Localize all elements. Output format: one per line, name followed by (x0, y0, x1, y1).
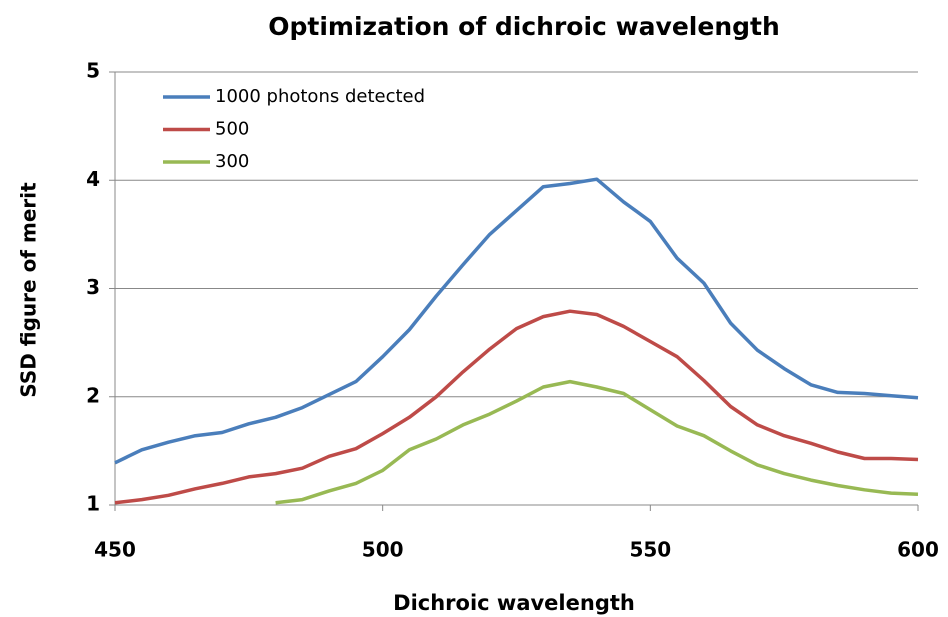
y-tick-label: 3 (86, 275, 100, 299)
chart-title: Optimization of dichroic wavelength (268, 12, 780, 41)
x-tick-label: 500 (362, 538, 404, 562)
y-axis-label: SSD figure of merit (17, 182, 41, 398)
x-axis-label: Dichroic wavelength (393, 591, 635, 615)
x-tick-label: 550 (629, 538, 671, 562)
legend-label: 1000 photons detected (215, 86, 425, 107)
y-tick-label: 2 (86, 383, 100, 407)
legend-label: 500 (215, 119, 249, 140)
line-series (275, 379, 919, 505)
line-series (114, 309, 919, 505)
legend-label: 300 (215, 151, 249, 172)
y-tick-label: 4 (86, 167, 100, 191)
y-tick-label: 5 (86, 59, 100, 83)
y-tick-label: 1 (86, 492, 100, 516)
x-tick-label: 450 (94, 538, 136, 562)
line-series (114, 177, 919, 465)
x-tick-label: 600 (897, 538, 939, 562)
